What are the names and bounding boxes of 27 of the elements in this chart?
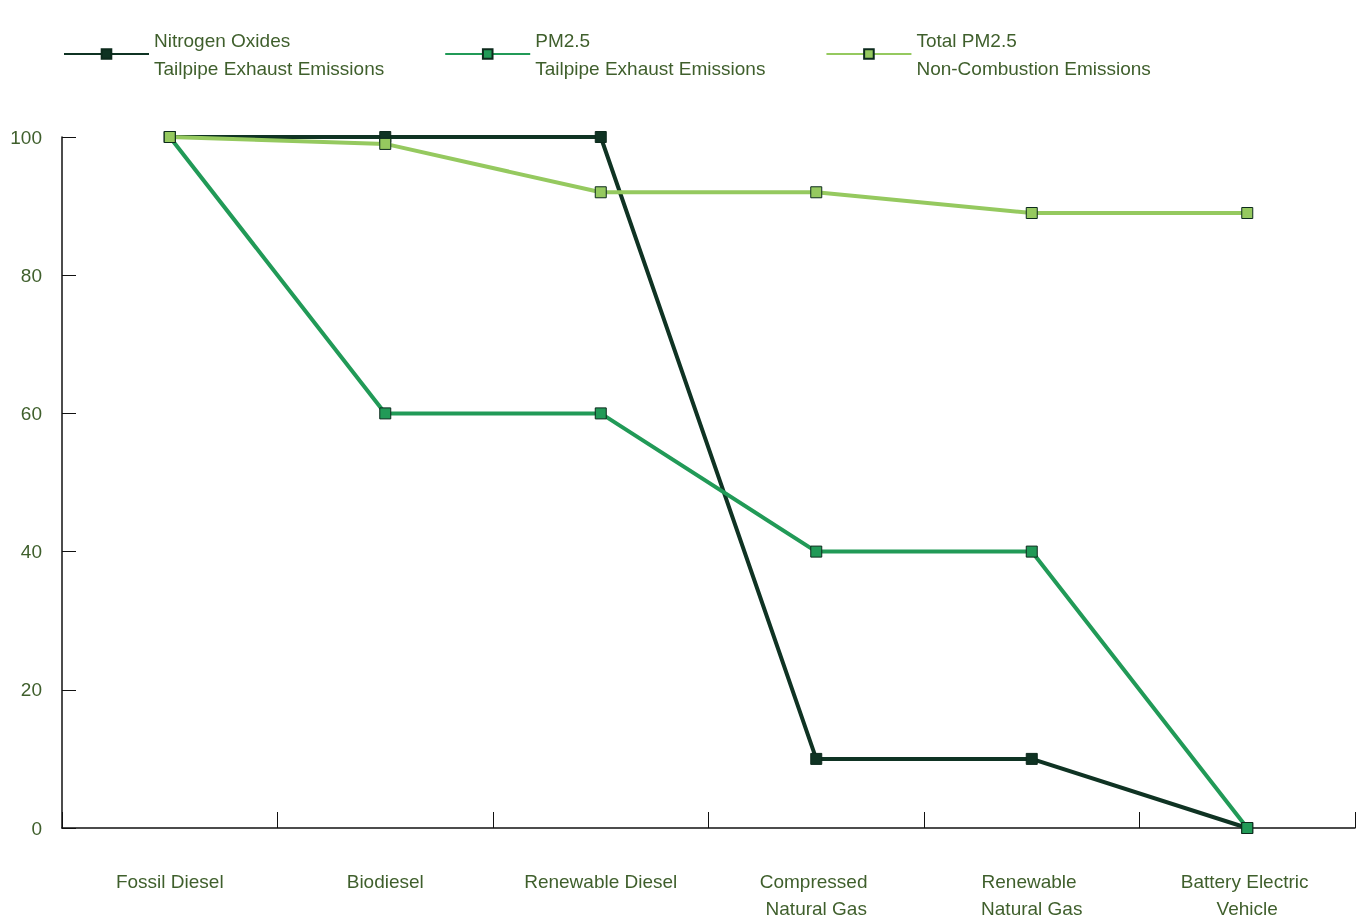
point <box>810 186 823 199</box>
legend-label: PM2.5 Tailpipe Exhaust Emissions <box>535 29 766 79</box>
y-tick-label: 60 <box>20 402 42 424</box>
legend-label: Total PM2.5 Non-Combustion Emissions <box>916 29 1151 79</box>
x-tick-label: Battery Electric Vehicle <box>1180 871 1314 919</box>
point <box>379 407 392 420</box>
point <box>594 131 607 143</box>
y-tick-label: 20 <box>20 679 42 701</box>
y-tick-label: 100 <box>10 126 42 148</box>
y-tick-label: 80 <box>20 264 42 286</box>
point <box>810 752 823 765</box>
x-tick-label: Compressed Natural Gas <box>759 871 873 919</box>
point <box>810 545 823 558</box>
point <box>1241 207 1254 220</box>
y-tick-label: 40 <box>20 541 42 563</box>
y-tick-label: 0 <box>31 817 42 839</box>
point <box>1025 545 1038 558</box>
x-tick-label: Renewable Diesel <box>524 871 678 892</box>
legend-label: Nitrogen Oxides Tailpipe Exhaust Emissions <box>154 29 385 79</box>
point <box>379 137 392 150</box>
x-tick-label: Fossil Diesel <box>115 871 224 892</box>
point <box>1025 207 1038 220</box>
x-tick-label: Biodiesel <box>346 871 424 892</box>
point <box>594 186 607 199</box>
point <box>594 407 607 420</box>
point <box>1025 752 1038 765</box>
x-tick-label: Renewable Natural Gas <box>981 871 1083 919</box>
